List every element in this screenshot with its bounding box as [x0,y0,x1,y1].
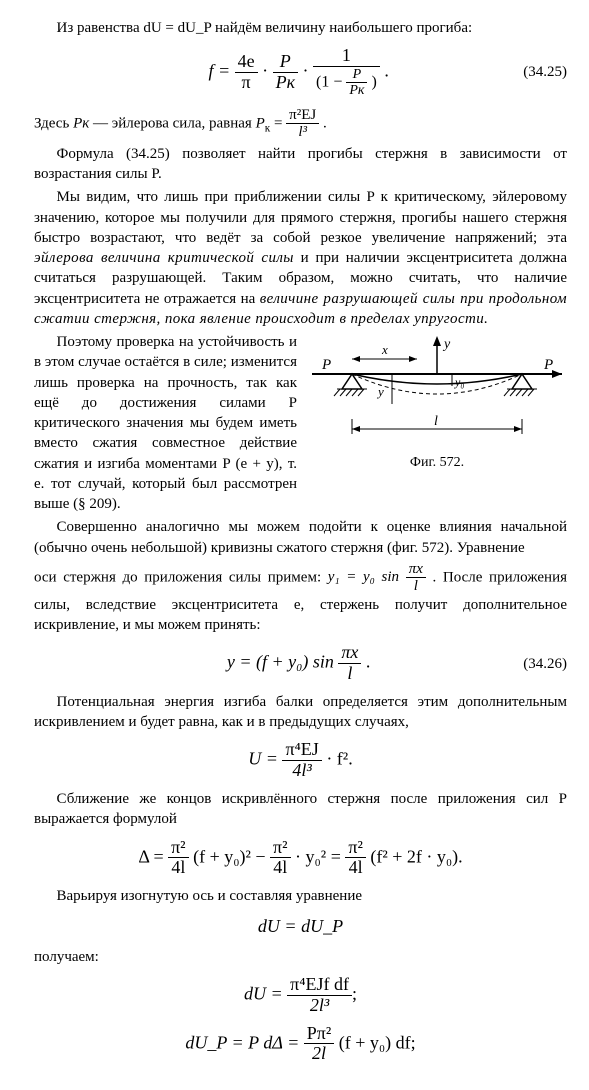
text-with-figure: x y P P y y₀ l Фиг. 572. Поэтому проверк… [34,332,567,561]
eq25-frac1: 4e π [235,52,258,93]
pk-a: Здесь [34,115,73,131]
equation-34-26-number: (34.26) [523,654,567,674]
eqU-tail: · f². [322,749,353,769]
para-7: Сближение же концов искривлённого стержн… [34,789,567,830]
pk-n: π²EJ [286,107,319,124]
para5-inline-eq: y₁ = y₀ sin πx l [328,569,433,585]
eqD-t1d: 4l [168,857,188,878]
eq26-n: πx [341,642,358,662]
eqD-t3t: (f² + 2f · y₀). [370,846,462,866]
eqD-t1t: (f + y₀)² [193,846,251,866]
pk-b: Pк [73,115,89,131]
eq25-t2d: Pк [276,72,295,92]
para-2: Мы видим, что лишь при приближении силы … [34,187,567,329]
para5a: оси стержня до приложения силы примем: [34,569,328,585]
eqD-t2d: 4l [270,857,290,878]
equation-34-25-body: f = 4e π · P Pк · 1 (1 − P Pк ) . [74,46,523,99]
eqD-t3d: 4l [345,857,365,878]
para-8: Варьируя изогнутую ось и составляя уравн… [34,886,567,906]
equation-dUP: dU_P = P dΔ = Pπ² 2l (f + y₀) df; [34,1024,567,1065]
figure-572-caption: Фиг. 572. [307,454,567,473]
fig-label-l: l [434,414,438,429]
eqdUP-n: Pπ² [304,1024,335,1044]
eqdU-tail: ; [352,983,357,1003]
eqD-t2n: π² [270,838,290,858]
eq26-lhs: y = (f + y₀) sin [227,652,334,672]
para5-eq-n: πx [409,561,423,577]
fig-label-p-right: P [543,357,553,373]
para-1: Формула (34.25) позволяет найти прогибы … [34,144,567,185]
equation-34-25-number: (34.25) [523,62,567,82]
equation-34-26-body: y = (f + y₀) sin πx l . [74,643,523,684]
eqdUP-lhs: dU_P = P dΔ = [185,1032,299,1052]
eq25-frac3: 1 (1 − P Pк ) [313,46,380,99]
para2a: Мы видим, что лишь при приближении силы … [34,189,567,246]
eqdUP-d: 2l [312,1043,326,1063]
para-6: Потенциальная энергия изгиба балки опред… [34,692,567,733]
eq25-t3d-fracd: Pк [349,83,364,98]
pk-c: — эйлерова сила, равная [89,115,255,131]
pk-frac: π²EJ l³ [286,107,319,141]
eq25-t2n: P [280,51,291,71]
eqD-lhs: Δ = [138,846,163,866]
fig-label-y0: y₀ [454,375,465,389]
equation-dU: dU = π⁴EJf df 2l³ ; [34,975,567,1016]
eq25-t3dL: (1 − [316,74,342,91]
eqU-n: π⁴EJ [282,740,321,760]
eqdU-d: 2l³ [310,995,329,1015]
eqD-t2t: · y₀² [295,846,326,866]
eqdUP-tail: (f + y₀) df; [339,1032,416,1052]
fig-label-y-axis: y [442,337,451,352]
pk-d: l³ [298,124,307,140]
eq25-t1d: π [235,72,258,93]
equation-U: U = π⁴EJ 4l³ · f². [34,740,567,781]
eqD-eq: = [331,846,341,866]
para5-eq-lhs: y₁ = y₀ sin [328,569,399,585]
eqdU-n: π⁴EJf df [287,975,352,995]
eq25-frac2: P Pк [273,52,298,93]
eq25-t3d-fracn: P [353,67,362,82]
eq26-d: l [347,663,352,683]
para2b: эйлерова величина критической силы [34,250,294,266]
equation-34-26: y = (f + y₀) sin πx l . (34.26) [34,643,567,684]
para-5: оси стержня до приложения силы примем: y… [34,561,567,636]
fig-label-p-left: P [321,357,331,373]
para-9: получаем: [34,947,567,967]
para-4: Совершенно аналогично мы можем подойти к… [34,517,567,558]
eqD-t3n: π² [345,838,365,858]
eqD-minus: − [255,846,265,866]
intro-text: Из равенства dU = dU_P найдём величину н… [57,20,473,36]
eq25-lhs: f = [208,61,230,81]
para5-eq-d: l [414,578,418,594]
eq25-t3dR: ) [371,74,376,91]
eq25-t1n: 4e [235,52,258,72]
pk-definition: Здесь Pк — эйлерова сила, равная Pк = π²… [34,107,567,141]
fig-label-y: y [376,384,384,399]
eqU-lhs: U = [248,749,278,769]
equation-34-25: f = 4e π · P Pк · 1 (1 − P Pк ) . (34.25… [34,46,567,99]
figure-572: x y P P y y₀ l Фиг. 572. [307,334,567,473]
fig-label-x: x [381,342,388,357]
equation-delta: Δ = π²4l (f + y₀)² − π²4l · y₀² = π²4l (… [34,838,567,879]
eq25-t3n: 1 [313,46,380,66]
equation-var: dU = dU_P [34,914,567,938]
figure-572-svg: x y P P y y₀ l [312,334,562,454]
eqD-t1n: π² [168,838,188,858]
eqVar-body: dU = dU_P [258,916,343,936]
eqU-d: 4l³ [292,760,311,780]
intro-line: Из равенства dU = dU_P найдём величину н… [34,18,567,38]
eqdU-lhs: dU = [244,983,283,1003]
